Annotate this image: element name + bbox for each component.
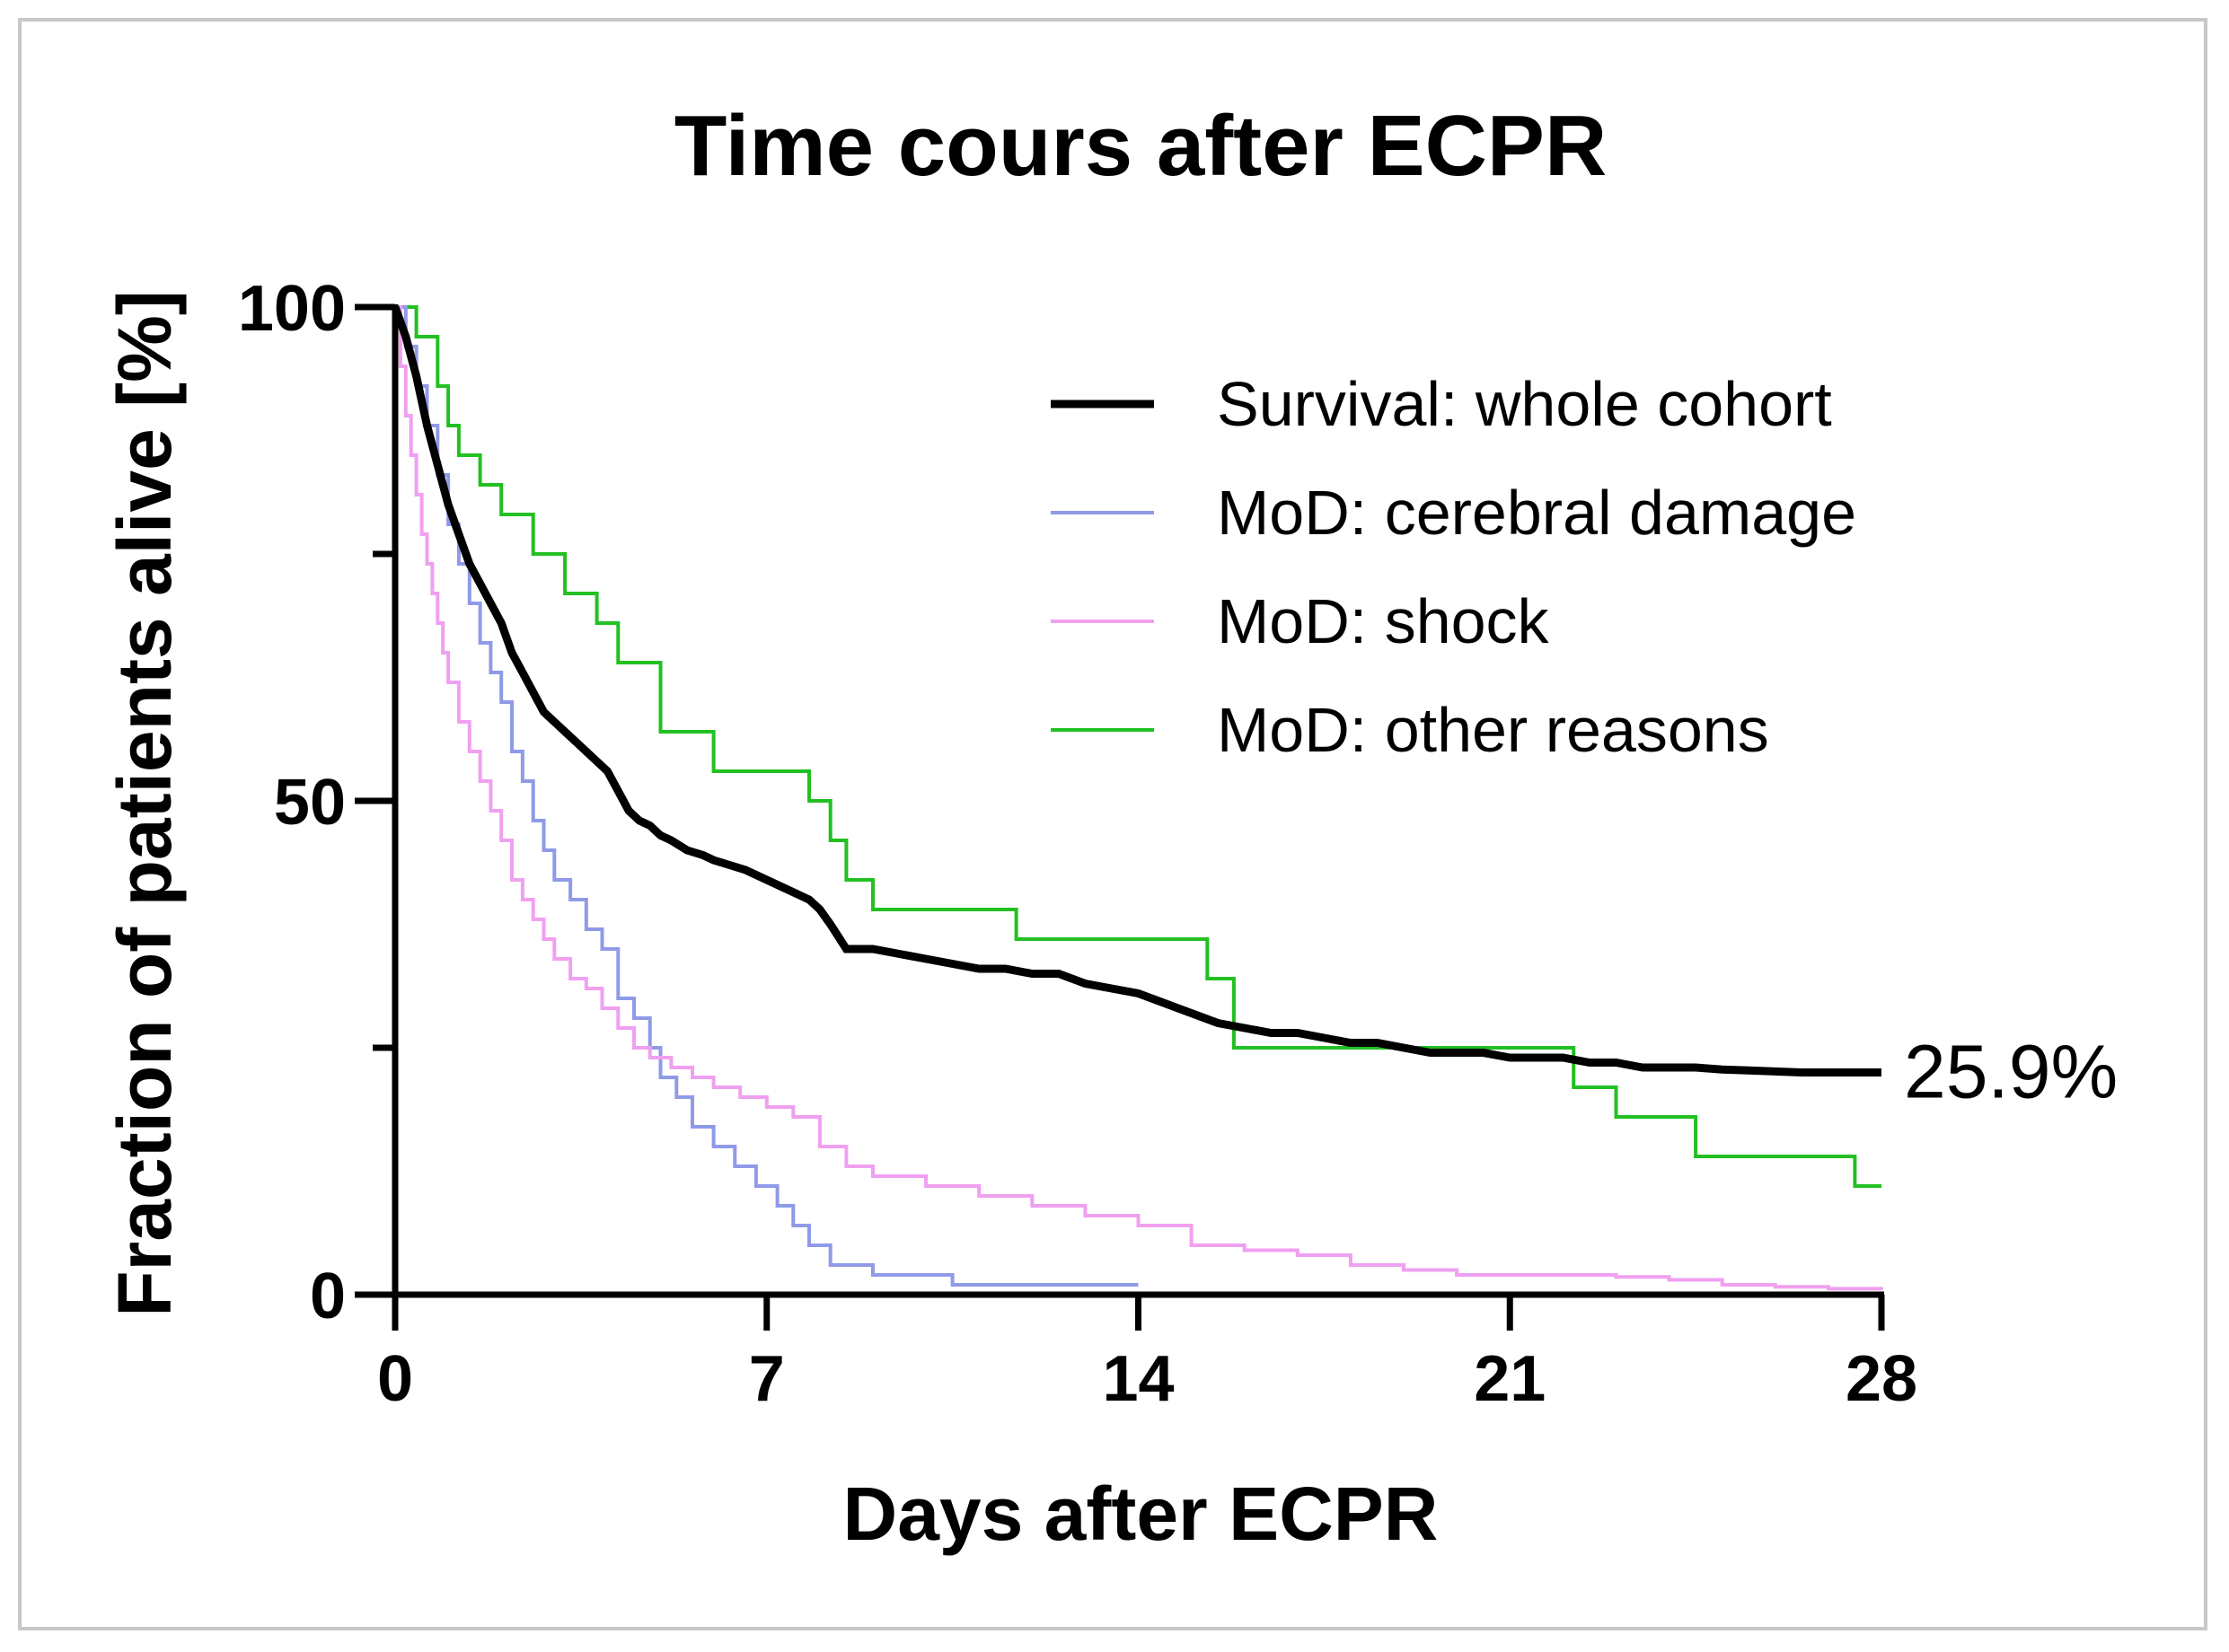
y-tick-label-50: 50 [274, 767, 346, 839]
legend-label-1: MoD: cerebral damage [1217, 478, 1856, 548]
x-tick-label-7: 7 [749, 1343, 785, 1415]
y-tick-label-0: 0 [310, 1261, 346, 1332]
series-line-1 [395, 305, 1139, 1287]
final-survival-annotation: 25.9% [1904, 1030, 2118, 1114]
legend-label-2: MoD: shock [1217, 586, 1550, 656]
series-line-3 [395, 305, 1881, 1188]
y-axis-label: Fraction of patients alive [%] [102, 290, 187, 1317]
x-tick-label-14: 14 [1102, 1343, 1174, 1415]
series-line-2 [395, 305, 1883, 1291]
y-tick-label-100: 100 [238, 273, 346, 345]
chart-title: Time cours after ECPR [674, 98, 1608, 194]
x-tick-label-21: 21 [1474, 1343, 1546, 1415]
x-tick-label-28: 28 [1846, 1343, 1917, 1415]
axes-layer: 0 50 100 0 7 14 21 28 [238, 273, 1917, 1415]
chart-frame [18, 18, 2207, 1630]
series-layer [391, 305, 1883, 1291]
x-tick-label-0: 0 [377, 1343, 413, 1415]
legend-label-3: MoD: other reasons [1217, 695, 1769, 765]
series-line-0 [391, 305, 1881, 1076]
legend-label-0: Survival: whole cohort [1217, 369, 1832, 439]
x-axis-label: Days after ECPR [843, 1472, 1439, 1556]
legend: Survival: whole cohort MoD: cerebral dama… [1051, 369, 1856, 765]
